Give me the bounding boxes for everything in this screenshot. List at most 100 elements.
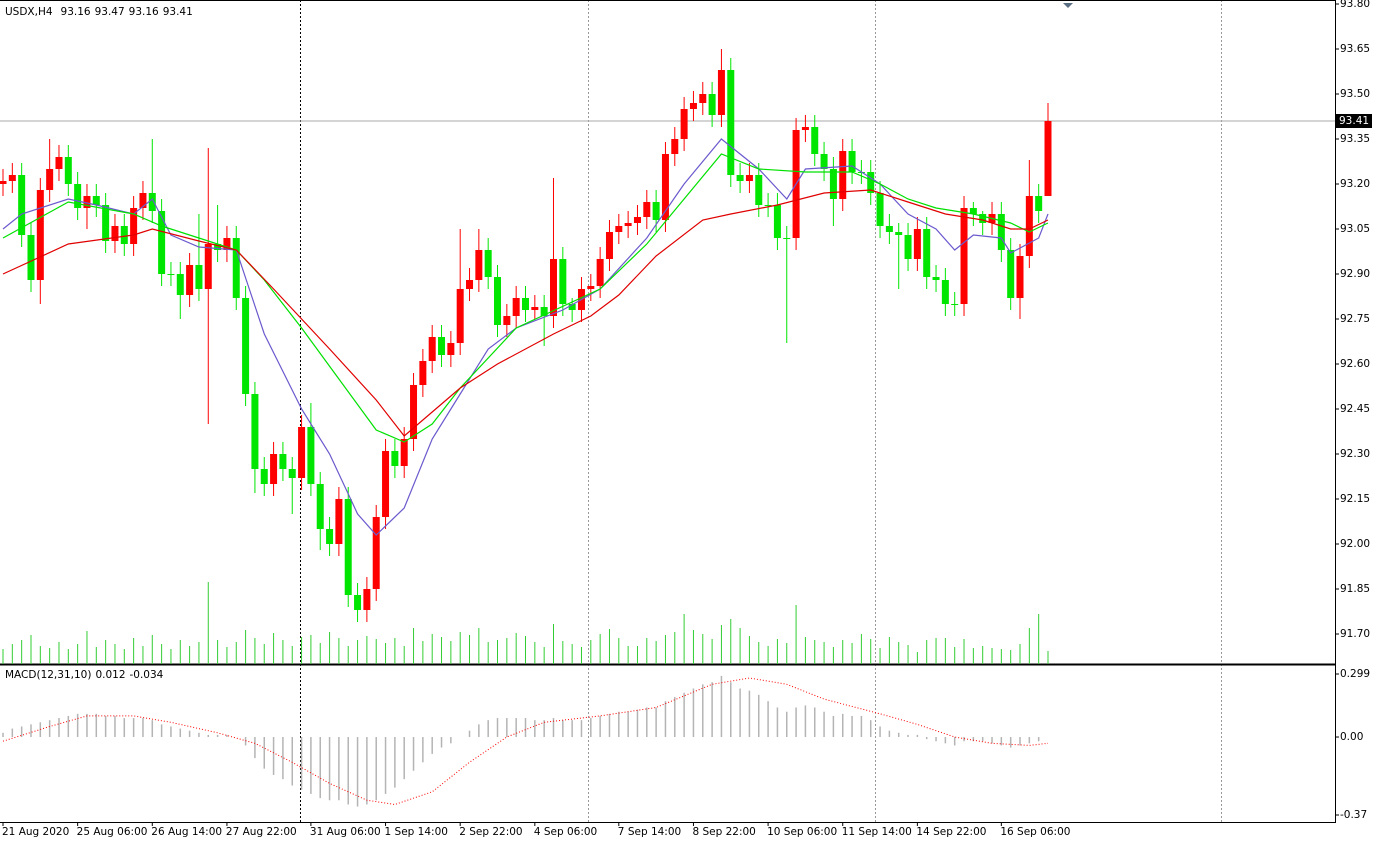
candle-body xyxy=(671,139,679,154)
candle-body xyxy=(969,208,977,214)
candle-body xyxy=(214,244,222,250)
macd-tick-label: 0.00 xyxy=(1340,731,1363,743)
y-tick-label: 91.85 xyxy=(1340,583,1370,595)
candle-body xyxy=(288,469,296,478)
candle-body xyxy=(923,229,931,277)
macd-tick-label: -0.37 xyxy=(1340,809,1367,821)
y-tick-label: 93.65 xyxy=(1340,43,1370,55)
candle-body xyxy=(764,205,772,206)
candle-body xyxy=(148,193,156,211)
x-tick-label: 1 Sep 14:00 xyxy=(385,826,448,838)
candle-body xyxy=(680,109,688,139)
candle-body xyxy=(410,385,418,439)
candle-body xyxy=(92,196,100,205)
x-tick-label: 8 Sep 22:00 xyxy=(692,826,755,838)
candle-body xyxy=(46,169,54,190)
candle-body xyxy=(419,361,427,385)
candle-body xyxy=(1025,196,1033,256)
candle-body xyxy=(335,499,343,544)
candle-body xyxy=(111,226,119,241)
x-tick-label: 14 Sep 22:00 xyxy=(916,826,986,838)
candle-body xyxy=(1016,256,1024,298)
candle-body xyxy=(661,154,669,220)
candle-body xyxy=(382,451,390,517)
candle-body xyxy=(633,217,641,223)
candle-body xyxy=(139,193,147,208)
candle-body xyxy=(270,454,278,484)
candle-body xyxy=(643,202,651,217)
y-tick-label: 92.75 xyxy=(1340,313,1370,325)
candle-body xyxy=(466,280,474,289)
signal-value: -0.034 xyxy=(130,669,164,681)
candle-body xyxy=(559,259,567,304)
x-tick-label: 16 Sep 06:00 xyxy=(1000,826,1070,838)
y-tick-label: 93.50 xyxy=(1340,88,1370,100)
candle-body xyxy=(783,238,791,239)
candle-body xyxy=(55,157,63,169)
symbol-title: USDX,H4 xyxy=(5,6,53,18)
candle-body xyxy=(689,103,697,109)
candle-body xyxy=(904,235,912,259)
period-separators xyxy=(300,0,1222,822)
candle-body xyxy=(522,298,529,310)
candle-body xyxy=(979,214,987,223)
candle-body xyxy=(727,70,735,175)
candle-body xyxy=(1035,196,1043,211)
price-box-label: 93.41 xyxy=(1339,115,1369,127)
candle-body xyxy=(605,232,613,259)
candle-body xyxy=(736,175,744,181)
candle-body xyxy=(811,127,819,154)
candle-body xyxy=(951,304,959,305)
candle-body xyxy=(1007,250,1015,298)
candle-body xyxy=(848,151,856,172)
candle-body xyxy=(372,517,380,589)
candle-body xyxy=(1044,121,1052,196)
price-box xyxy=(1336,114,1372,128)
moving-average xyxy=(2,153,1049,443)
candle-body xyxy=(820,154,828,169)
x-tick-label: 31 Aug 06:00 xyxy=(310,826,381,838)
y-tick-label: 92.90 xyxy=(1340,268,1370,280)
header-open: 93.16 xyxy=(61,6,91,18)
candle-body xyxy=(932,277,940,280)
candle-body xyxy=(64,157,72,184)
x-tick-label: 11 Sep 14:00 xyxy=(842,826,912,838)
candle-body xyxy=(531,307,539,310)
y-tick-label: 93.35 xyxy=(1340,133,1370,145)
candle-body xyxy=(615,226,623,232)
candle-body xyxy=(829,169,837,199)
candle-body xyxy=(102,205,110,241)
y-tick-label: 91.70 xyxy=(1340,628,1370,640)
candle-body xyxy=(400,439,408,466)
moving-average xyxy=(2,189,1049,437)
candle-body xyxy=(652,202,660,220)
chart-header: USDX,H4 93.16 93.47 93.16 93.41 xyxy=(5,6,193,18)
candle-body xyxy=(391,451,399,466)
candle-body xyxy=(251,394,259,469)
candle-body xyxy=(223,238,231,250)
candle-body xyxy=(624,223,632,226)
header-close: 93.41 xyxy=(163,6,193,18)
candle-body xyxy=(204,244,212,289)
candle-body xyxy=(484,250,492,277)
x-tick-label: 10 Sep 06:00 xyxy=(767,826,837,838)
candle-body xyxy=(512,298,520,316)
candle-body xyxy=(456,289,464,343)
candle-body xyxy=(801,127,809,130)
candle-body xyxy=(867,172,875,193)
y-tick-label: 92.00 xyxy=(1340,538,1370,550)
candle-body xyxy=(475,250,483,280)
candle-body xyxy=(895,232,903,235)
x-tick-label: 4 Sep 06:00 xyxy=(534,826,597,838)
candle-body xyxy=(344,499,352,595)
candle-body xyxy=(176,274,184,295)
candle-body xyxy=(195,265,203,289)
macd-header: MACD(12,31,10) 0.012 -0.034 xyxy=(5,669,164,681)
candle-body xyxy=(568,304,576,310)
y-tick-label: 93.20 xyxy=(1340,178,1370,190)
candle-body xyxy=(745,175,753,181)
x-tick-label: 25 Aug 06:00 xyxy=(77,826,148,838)
candle-body xyxy=(83,196,91,208)
